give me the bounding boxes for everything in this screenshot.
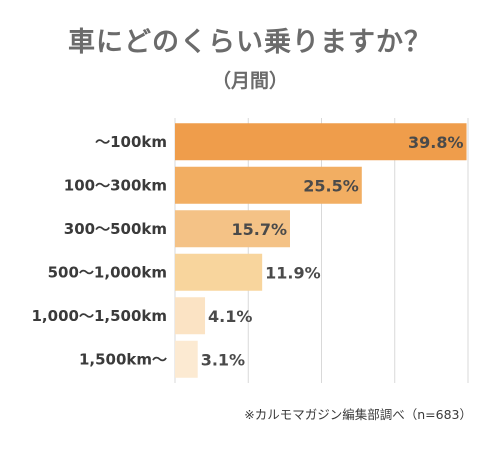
footnote: ※カルモマガジン編集部調べ（n=683） <box>244 407 472 422</box>
bar <box>175 297 206 335</box>
bar <box>175 123 467 161</box>
data-label: 39.8% <box>408 133 464 152</box>
category-label: 300〜500km <box>64 220 167 238</box>
data-label: 15.7% <box>231 220 287 239</box>
chart-subtitle: （月間） <box>211 70 288 92</box>
bar <box>175 253 263 291</box>
category-label: 500〜1,000km <box>48 263 167 281</box>
category-label: 〜100km <box>95 133 167 151</box>
data-label: 3.1% <box>201 350 245 369</box>
category-label: 1,500km〜 <box>79 350 167 368</box>
chart-title: 車にどのくらい乗りますか？ <box>68 27 432 58</box>
data-label: 11.9% <box>265 263 321 282</box>
category-label: 1,000〜1,500km <box>32 307 168 325</box>
bar <box>175 210 291 248</box>
category-label: 100〜300km <box>64 176 167 194</box>
bar <box>175 166 362 204</box>
data-label: 25.5% <box>303 176 359 195</box>
data-label: 4.1% <box>208 307 252 326</box>
bar <box>175 340 198 378</box>
